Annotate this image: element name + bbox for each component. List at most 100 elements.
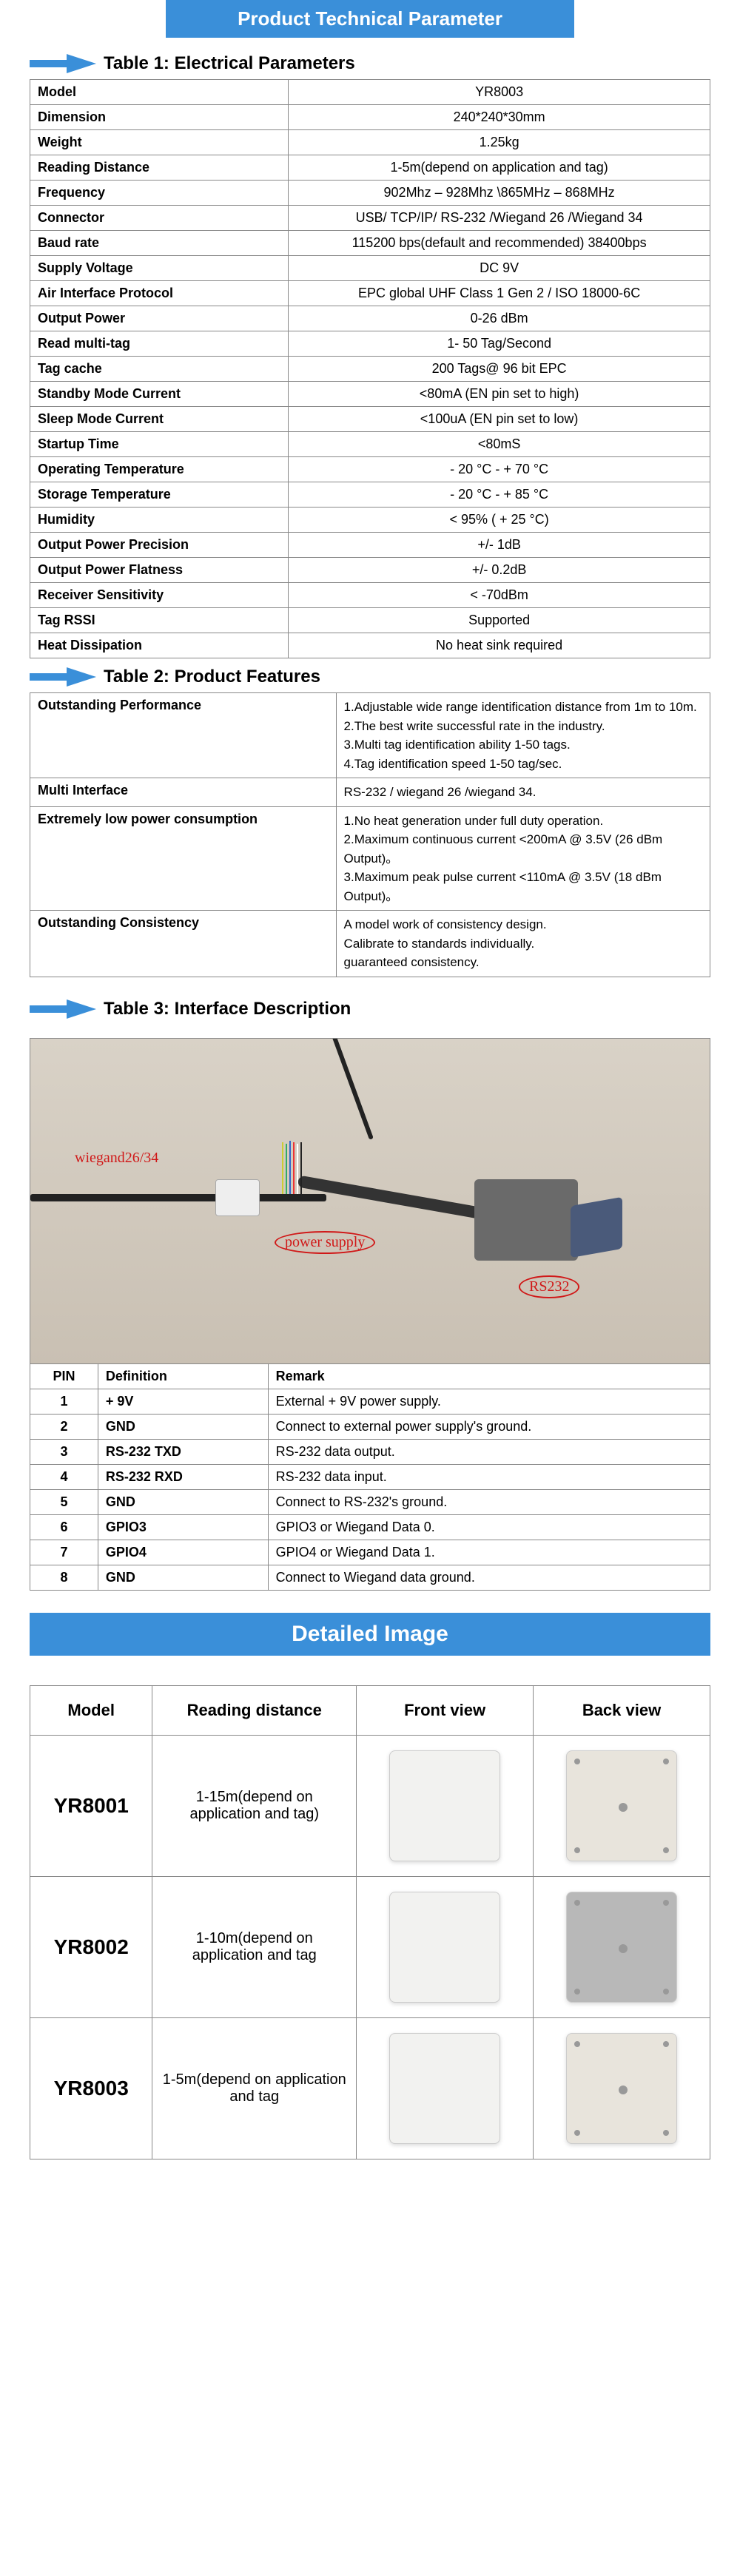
param-label: Dimension [30,105,289,130]
table-row: Dimension240*240*30mm [30,105,710,130]
param-label: Heat Dissipation [30,633,289,658]
reading-distance: 1-10m(depend on application and tag [152,1876,357,2017]
param-label: Receiver Sensitivity [30,583,289,608]
param-label: Humidity [30,508,289,533]
param-label: Storage Temperature [30,482,289,508]
table-row: Tag RSSISupported [30,608,710,633]
param-value: - 20 °C - + 85 °C [289,482,710,508]
table-electrical-parameters: ModelYR8003Dimension240*240*30mmWeight1.… [30,79,710,658]
pin-def: + 9V [98,1389,268,1414]
table-row: Humidity< 95% ( + 25 °C) [30,508,710,533]
table-row: Standby Mode Current<80mA (EN pin set to… [30,382,710,407]
table-row: Air Interface ProtocolEPC global UHF Cla… [30,281,710,306]
table-row: 6GPIO3GPIO3 or Wiegand Data 0. [30,1514,710,1540]
pin-remark: RS-232 data input. [268,1464,710,1489]
param-label: Standby Mode Current [30,382,289,407]
param-value: DC 9V [289,256,710,281]
reading-distance: 1-15m(depend on application and tag) [152,1735,357,1876]
heading-table1: Table 1: Electrical Parameters [30,53,710,75]
front-view [357,1876,534,2017]
table1-title: Table 1: Electrical Parameters [104,53,355,74]
pin-num: 5 [30,1489,98,1514]
table-detailed-image: Model Reading distance Front view Back v… [30,1685,710,2159]
th-back-view: Back view [534,1685,710,1735]
feature-value: 1.No heat generation under full duty ope… [336,806,710,911]
param-label: Baud rate [30,231,289,256]
param-value: 902Mhz – 928Mhz \865MHz – 868MHz [289,181,710,206]
pin-remark: GPIO4 or Wiegand Data 1. [268,1540,710,1565]
table-row: Tag cache200 Tags@ 96 bit EPC [30,357,710,382]
table-product-features: Outstanding Performance1.Adjustable wide… [30,692,710,977]
label-wiegand: wiegand26/34 [75,1150,158,1167]
feature-value: 1.Adjustable wide range identification d… [336,693,710,778]
table-row: Storage Temperature- 20 °C - + 85 °C [30,482,710,508]
table-row: YR80011-15m(depend on application and ta… [30,1735,710,1876]
table-row: Reading Distance1-5m(depend on applicati… [30,155,710,181]
param-value: YR8003 [289,80,710,105]
table-row: Supply VoltageDC 9V [30,256,710,281]
front-view [357,1735,534,1876]
model-name: YR8003 [30,2017,152,2159]
param-label: Output Power [30,306,289,331]
table-row: Output Power Precision+/- 1dB [30,533,710,558]
pin-remark: Connect to Wiegand data ground. [268,1565,710,1590]
table-row: Startup Time<80mS [30,432,710,457]
th-remark: Remark [268,1363,710,1389]
pin-remark: RS-232 data output. [268,1439,710,1464]
front-view [357,2017,534,2159]
table2-title: Table 2: Product Features [104,667,320,687]
arrow-icon [30,998,96,1020]
param-value: <80mA (EN pin set to high) [289,382,710,407]
table-row: Read multi-tag1- 50 Tag/Second [30,331,710,357]
param-value: 1.25kg [289,130,710,155]
pin-def: GPIO4 [98,1540,268,1565]
pin-num: 8 [30,1565,98,1590]
param-label: Air Interface Protocol [30,281,289,306]
label-rs232: RS232 [519,1275,579,1298]
table-row: Extremely low power consumption1.No heat… [30,806,710,911]
pin-remark: Connect to RS-232's ground. [268,1489,710,1514]
th-pin: PIN [30,1363,98,1389]
param-value: < 95% ( + 25 °C) [289,508,710,533]
param-label: Tag RSSI [30,608,289,633]
table-row: Output Power0-26 dBm [30,306,710,331]
arrow-icon [30,666,96,688]
pin-def: GPIO3 [98,1514,268,1540]
param-value: 115200 bps(default and recommended) 3840… [289,231,710,256]
param-value: EPC global UHF Class 1 Gen 2 / ISO 18000… [289,281,710,306]
param-value: 200 Tags@ 96 bit EPC [289,357,710,382]
table-row: 1+ 9VExternal + 9V power supply. [30,1389,710,1414]
label-power: power supply [275,1231,375,1254]
heading-table2: Table 2: Product Features [30,666,710,688]
pin-num: 2 [30,1414,98,1439]
param-value: <80mS [289,432,710,457]
table-row: 7GPIO4GPIO4 or Wiegand Data 1. [30,1540,710,1565]
model-name: YR8002 [30,1876,152,2017]
th-model: Model [30,1685,152,1735]
pin-def: RS-232 RXD [98,1464,268,1489]
table-row: 5GNDConnect to RS-232's ground. [30,1489,710,1514]
param-value: +/- 1dB [289,533,710,558]
param-label: Reading Distance [30,155,289,181]
param-label: Startup Time [30,432,289,457]
table-row: Output Power Flatness+/- 0.2dB [30,558,710,583]
pin-def: GND [98,1414,268,1439]
table-row: ConnectorUSB/ TCP/IP/ RS-232 /Wiegand 26… [30,206,710,231]
param-label: Sleep Mode Current [30,407,289,432]
param-value: 1- 50 Tag/Second [289,331,710,357]
reading-distance: 1-5m(depend on application and tag [152,2017,357,2159]
param-label: Connector [30,206,289,231]
pin-num: 4 [30,1464,98,1489]
table-row: Outstanding ConsistencyA model work of c… [30,911,710,977]
banner-detailed-image: Detailed Image [30,1613,710,1656]
pin-num: 1 [30,1389,98,1414]
table-row: Outstanding Performance1.Adjustable wide… [30,693,710,778]
table-row: Sleep Mode Current<100uA (EN pin set to … [30,407,710,432]
param-label: Weight [30,130,289,155]
table-row: YR80031-5m(depend on application and tag [30,2017,710,2159]
param-label: Frequency [30,181,289,206]
param-label: Output Power Flatness [30,558,289,583]
feature-label: Multi Interface [30,778,337,807]
pin-num: 6 [30,1514,98,1540]
feature-value: RS-232 / wiegand 26 /wiegand 34. [336,778,710,807]
